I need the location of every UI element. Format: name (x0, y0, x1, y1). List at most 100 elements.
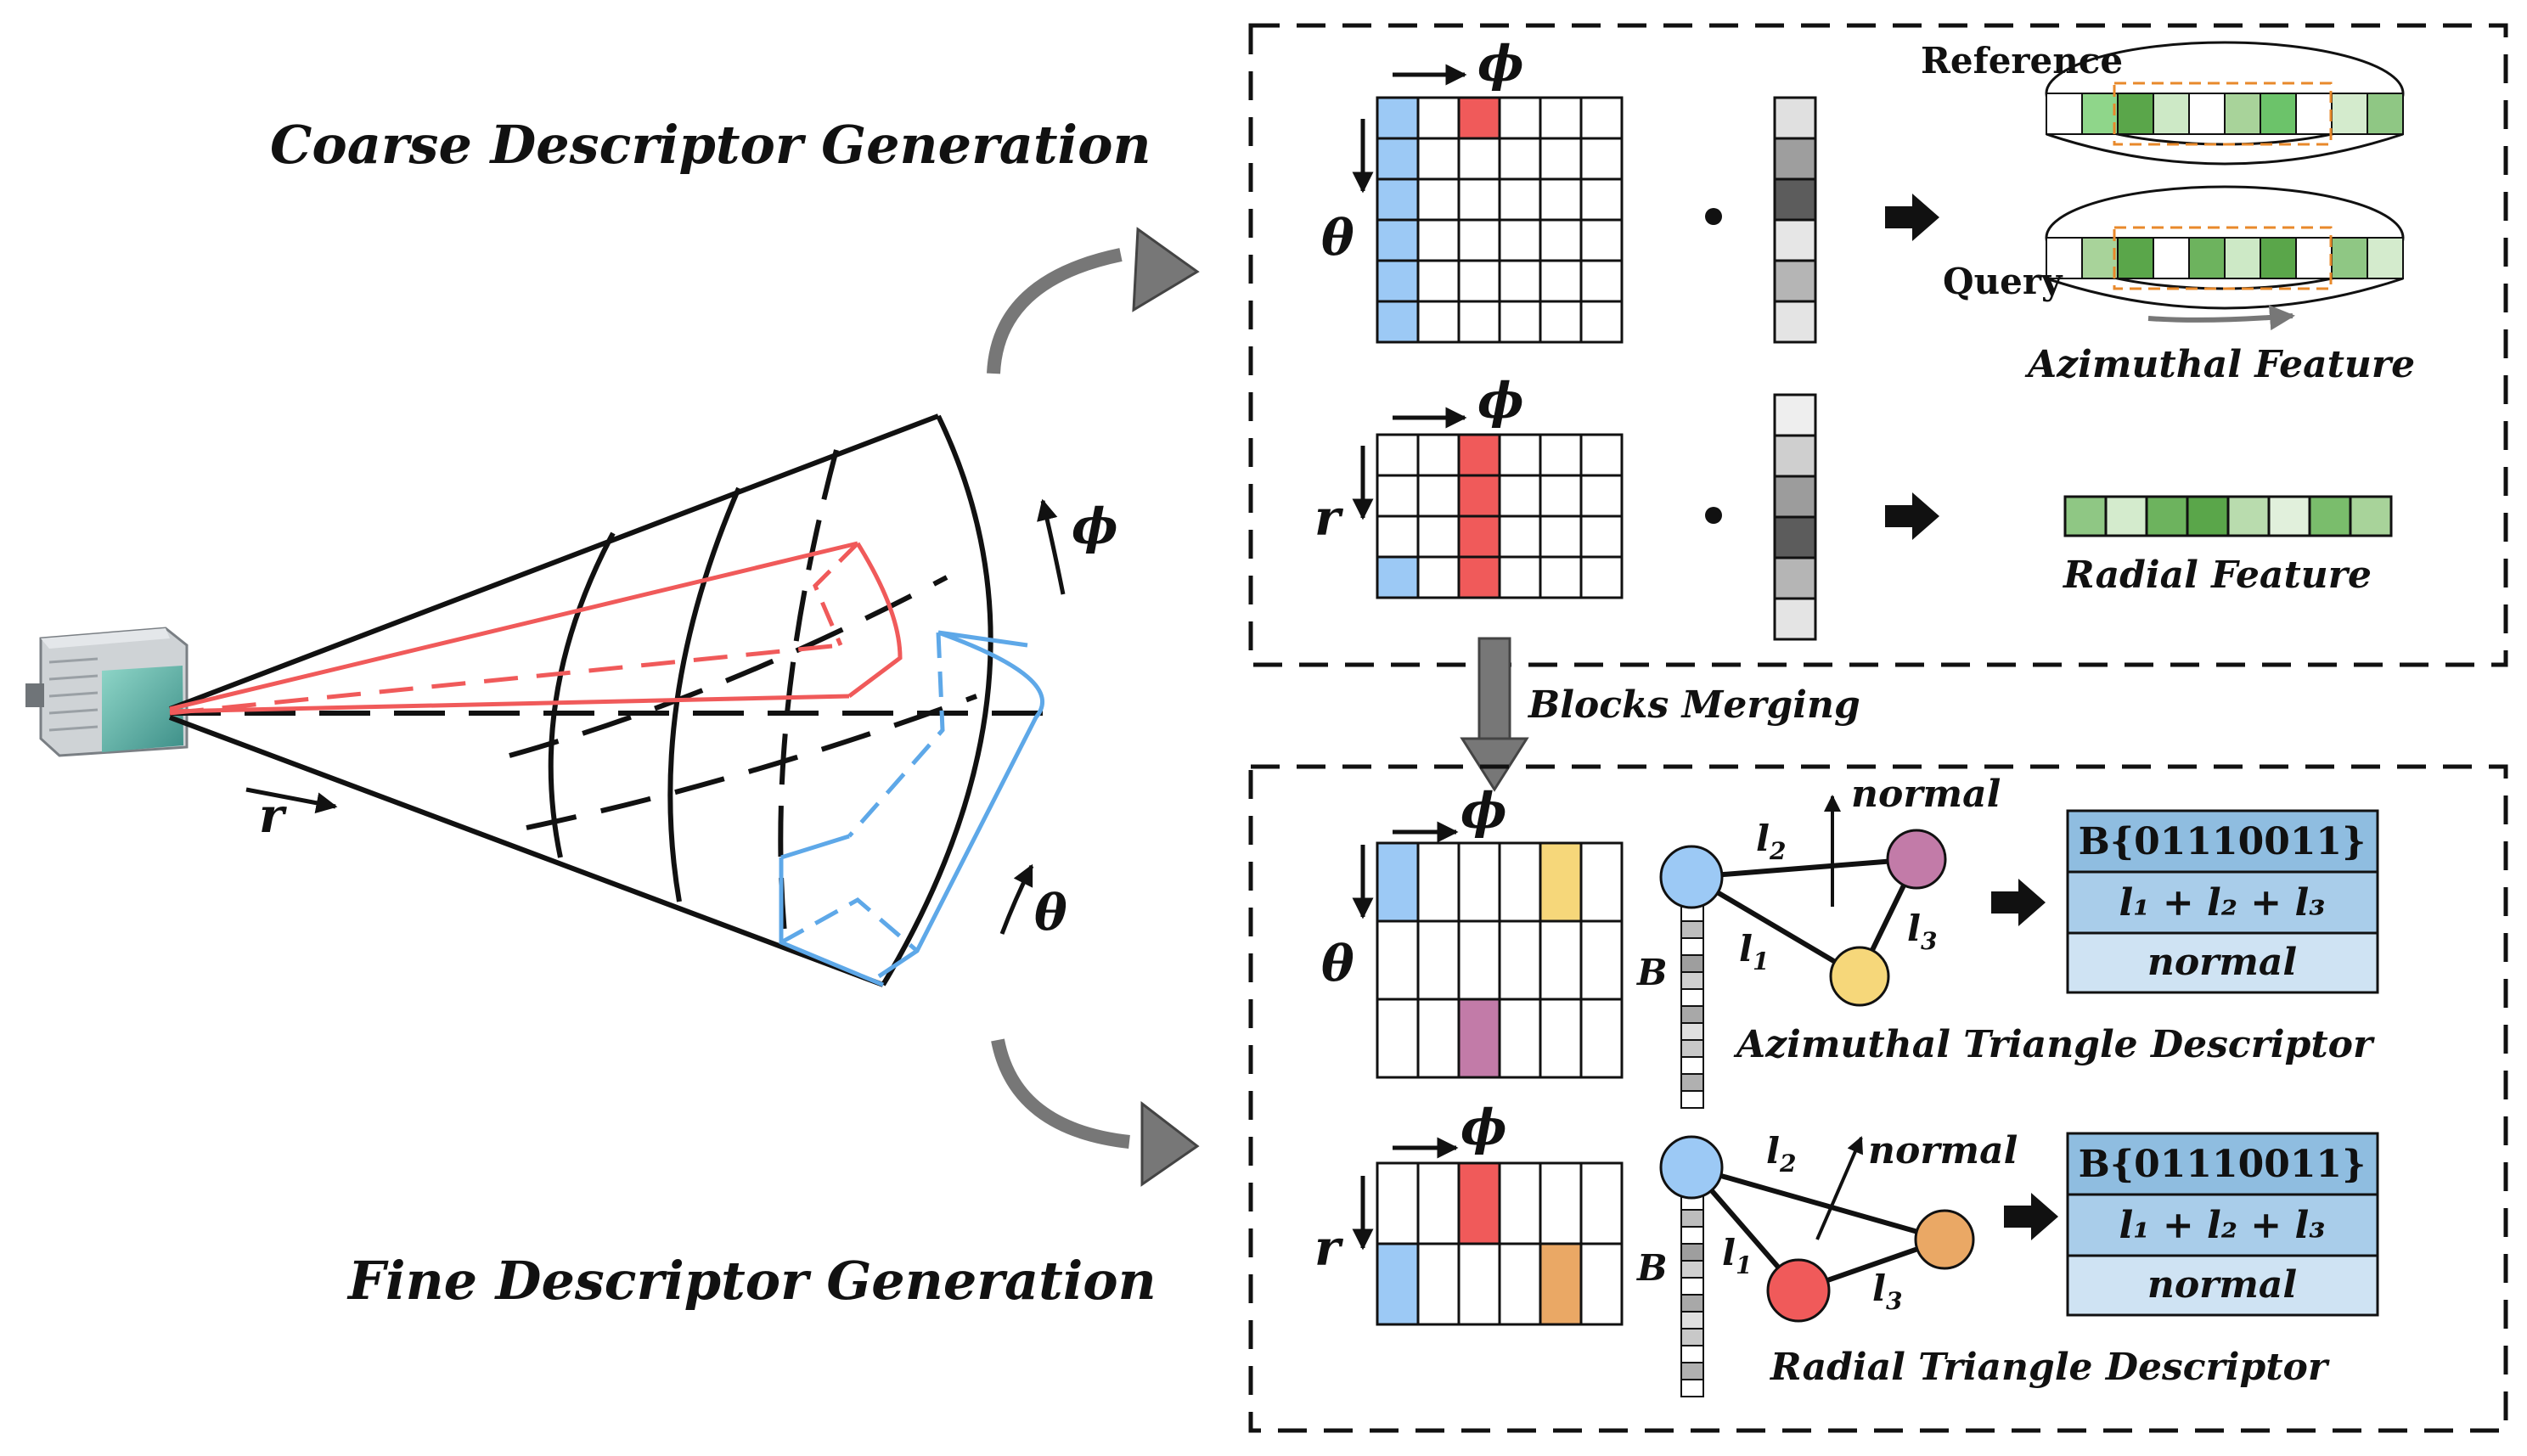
ring-cell (2117, 93, 2154, 135)
grid-cell (1579, 433, 1624, 477)
grid-cell (1579, 998, 1624, 1079)
b-bit-cell (1680, 1328, 1704, 1346)
b-bit-cell (1680, 1056, 1704, 1075)
ring-cell (2331, 237, 2368, 279)
coarse-title: Coarse Descriptor Generation (270, 114, 1151, 176)
az-box-row3: normal (2147, 941, 2297, 984)
grid-cell (1416, 96, 1460, 140)
coarse-azimuth-grid (1376, 96, 1624, 344)
az-normal-label: normal (1851, 773, 2001, 816)
rad-triangle-label: Radial Triangle Descriptor (1769, 1346, 2330, 1389)
grid-cell (1579, 1242, 1624, 1326)
b-bit-cell (1680, 1209, 1704, 1228)
grid-cell (1457, 96, 1501, 140)
vector-cell (1773, 259, 1817, 303)
feature-cell (2349, 495, 2393, 537)
grid-cell (1498, 841, 1542, 923)
feature-cell (2267, 495, 2311, 537)
feature-cell (2063, 495, 2108, 537)
grid-cell (1539, 919, 1583, 1001)
fine-azimuth-theta: θ (1321, 935, 1354, 992)
grid-cell (1539, 96, 1583, 140)
polar-cone: r ϕ θ (168, 413, 1118, 987)
cone-phi-label: ϕ (1072, 498, 1118, 555)
coarse-azimuth-arrow (1885, 194, 1939, 241)
rad-node-orange (1914, 1209, 1975, 1270)
b-bit-cell (1680, 971, 1704, 990)
grid-cell (1457, 1242, 1501, 1326)
grid-cell (1539, 177, 1583, 222)
dot-product-2 (1705, 507, 1722, 524)
grid-cell (1376, 555, 1420, 599)
ring-cell (2081, 93, 2119, 135)
b-bit-cell (1680, 954, 1704, 973)
rad-descriptor-arrow (2004, 1193, 2058, 1240)
grid-cell (1539, 137, 1583, 181)
ring-cell (2367, 93, 2404, 135)
rad-descriptor-box: B{01110011} l₁ + l₂ + l₃ normal (2066, 1132, 2379, 1317)
grid-cell (1416, 259, 1460, 303)
grid-cell (1498, 218, 1542, 262)
grid-cell (1376, 998, 1420, 1079)
b-bit-cell (1680, 1311, 1704, 1330)
fine-radial-grid (1376, 1161, 1624, 1326)
radial-feature-label: Radial Feature (2062, 554, 2372, 597)
b-bit-cell (1680, 1260, 1704, 1279)
azimuthal-feature-label: Azimuthal Feature (2024, 343, 2415, 386)
vector-cell (1773, 137, 1817, 181)
rad-box-row1: B{01110011} (2079, 1143, 2367, 1186)
grid-cell (1539, 1161, 1583, 1245)
grid-cell (1416, 137, 1460, 181)
grid-cell (1498, 433, 1542, 477)
b-bit-cell (1680, 1243, 1704, 1262)
az-node-yellow (1829, 946, 1890, 1007)
grid-cell (1539, 555, 1583, 599)
grid-cell (1539, 998, 1583, 1079)
az-triangle-label: Azimuthal Triangle Descriptor (1733, 1023, 2375, 1066)
grid-cell (1376, 1242, 1420, 1326)
rad-box-row2: l₁ + l₂ + l₃ (2119, 1204, 2326, 1247)
feature-cell (2104, 495, 2148, 537)
ring-cell (2224, 237, 2261, 279)
coarse-radial-vector (1773, 393, 1817, 641)
rad-l3: l3 (1872, 1268, 1902, 1315)
grid-cell (1457, 919, 1501, 1001)
grid-cell (1376, 177, 1420, 222)
grid-cell (1539, 1242, 1583, 1326)
b-bit-cell (1680, 1379, 1704, 1397)
ring-cell (2224, 93, 2261, 135)
grid-cell (1579, 1161, 1624, 1245)
rad-node-red (1766, 1258, 1831, 1323)
grid-cell (1376, 474, 1420, 518)
rad-l1: l1 (1722, 1232, 1752, 1279)
vector-cell (1773, 393, 1817, 437)
query-label: Query (1943, 261, 2063, 302)
coarse-azimuth-theta: θ (1321, 209, 1354, 267)
az-box-row2: l₁ + l₂ + l₃ (2119, 881, 2326, 925)
coarse-radial-grid (1376, 433, 1624, 599)
grid-cell (1416, 474, 1460, 518)
grid-cell (1376, 433, 1420, 477)
b-bit-cell (1680, 1090, 1704, 1109)
grid-cell (1457, 433, 1501, 477)
ring-cell (2153, 237, 2190, 279)
ring-cell (2331, 93, 2368, 135)
az-descriptor-arrow (1991, 879, 2046, 926)
cone-theta-label: θ (1034, 884, 1067, 942)
grid-cell (1416, 218, 1460, 262)
az-l3: l3 (1907, 908, 1937, 955)
ring-match-window (2113, 82, 2333, 146)
rad-node-blue (1659, 1135, 1724, 1200)
b-bit-cell (1680, 988, 1704, 1007)
az-l2: l2 (1756, 818, 1786, 865)
grid-cell (1416, 514, 1460, 559)
grid-cell (1579, 218, 1624, 262)
grid-cell (1579, 514, 1624, 559)
ring-cell (2295, 237, 2333, 279)
reference-label: Reference (1921, 40, 2123, 82)
grid-cell (1457, 1161, 1501, 1245)
grid-cell (1376, 137, 1420, 181)
grid-cell (1579, 96, 1624, 140)
coarse-panel (1248, 23, 2508, 667)
grid-cell (1579, 555, 1624, 599)
